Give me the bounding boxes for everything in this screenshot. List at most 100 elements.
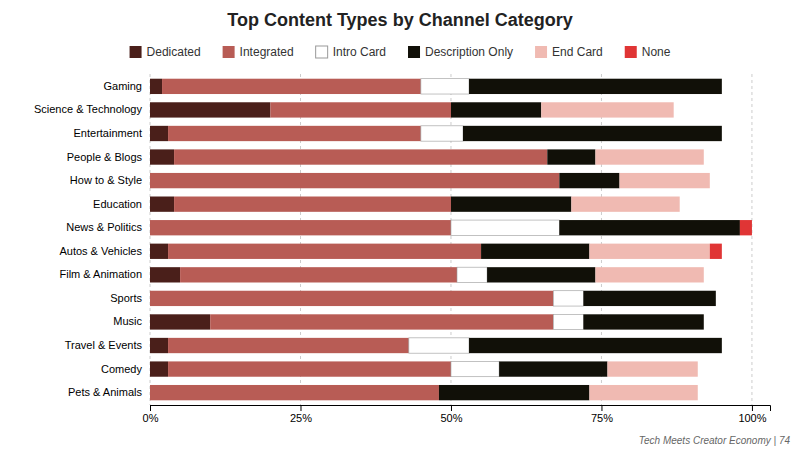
x-tick: 75% xyxy=(591,405,613,424)
bar xyxy=(210,314,553,329)
annotation: Tech Meets Creator Economy | 74 xyxy=(639,435,791,446)
tick-label: News & Politics xyxy=(66,221,142,233)
bar xyxy=(481,244,589,259)
series xyxy=(710,220,752,259)
bar xyxy=(709,173,710,188)
bar xyxy=(150,220,451,235)
bar xyxy=(150,314,210,329)
bar xyxy=(553,291,583,306)
y-tick: Science & Technology xyxy=(34,103,143,115)
bars xyxy=(150,79,752,401)
bar xyxy=(487,267,595,282)
bar xyxy=(589,385,697,400)
legend-item: Integrated xyxy=(223,45,294,59)
bar xyxy=(553,314,583,329)
tick-label: 100% xyxy=(738,412,766,424)
tick-label: Music xyxy=(113,315,142,327)
bar xyxy=(703,149,704,164)
bar xyxy=(150,102,270,117)
bar xyxy=(463,126,722,141)
bar xyxy=(150,244,168,259)
legend-item: Dedicated xyxy=(130,45,201,59)
bar xyxy=(541,102,673,117)
legend-label: Description Only xyxy=(425,45,513,59)
bar xyxy=(721,126,722,141)
bar xyxy=(150,173,559,188)
bar xyxy=(721,126,722,141)
bar xyxy=(150,197,174,212)
bar xyxy=(710,244,722,259)
legend-swatch xyxy=(535,46,547,58)
y-tick: Autos & Vehicles xyxy=(59,245,142,257)
legend-swatch xyxy=(130,46,142,58)
grid-line xyxy=(150,74,151,405)
legend-item: None xyxy=(625,45,671,59)
tick-mark xyxy=(601,405,602,411)
grid-line xyxy=(450,74,451,405)
y-tick: News & Politics xyxy=(66,221,142,233)
x-tick: 50% xyxy=(440,405,462,424)
bar xyxy=(620,173,710,188)
legend-swatch xyxy=(223,46,235,58)
y-tick: Pets & Animals xyxy=(68,386,142,398)
legend-label: Intro Card xyxy=(333,45,386,59)
bar xyxy=(150,149,174,164)
bar xyxy=(499,361,607,376)
bar xyxy=(607,361,697,376)
tick-mark xyxy=(752,405,753,411)
bar xyxy=(421,79,469,94)
bar xyxy=(721,79,722,94)
y-tick: Music xyxy=(113,315,142,327)
tick-label: 50% xyxy=(440,412,462,424)
bar xyxy=(703,314,704,329)
bar xyxy=(703,267,704,282)
bar xyxy=(150,291,553,306)
bar xyxy=(168,126,421,141)
tick-label: Gaming xyxy=(103,80,142,92)
series xyxy=(409,79,584,377)
y-tick: Sports xyxy=(110,292,142,304)
y-tick: Education xyxy=(93,198,142,210)
grid-line xyxy=(300,74,301,405)
bar xyxy=(559,220,740,235)
bar xyxy=(547,149,595,164)
bar xyxy=(721,338,722,353)
bar xyxy=(583,291,715,306)
x-tick: 0% xyxy=(143,405,159,424)
chart: Top Content Types by Channel Category0%2… xyxy=(0,0,800,450)
legend-swatch xyxy=(625,46,637,58)
bar xyxy=(595,149,703,164)
bar xyxy=(583,314,703,329)
bar xyxy=(715,291,716,306)
x-tick: 25% xyxy=(290,405,312,424)
series xyxy=(541,102,710,400)
bar xyxy=(697,385,698,400)
legend-item: Description Only xyxy=(408,45,513,59)
tick-label: Pets & Animals xyxy=(68,386,142,398)
bar xyxy=(162,79,421,94)
tick-label: How to & Style xyxy=(70,174,142,186)
grid xyxy=(150,74,752,405)
bar xyxy=(168,338,409,353)
grid-line xyxy=(751,74,752,405)
bar xyxy=(721,79,722,94)
legend: Dedicated Integrated Intro Card Description… xyxy=(130,45,671,59)
bar xyxy=(469,79,722,94)
legend-item: End Card xyxy=(535,45,603,59)
bar xyxy=(559,173,619,188)
axis-line xyxy=(151,406,771,412)
tick-label: Comedy xyxy=(101,363,142,375)
bar xyxy=(451,197,571,212)
legend-label: None xyxy=(642,45,671,59)
tick-mark xyxy=(150,405,151,411)
bar xyxy=(270,102,451,117)
tick-label: 0% xyxy=(143,412,159,424)
bar xyxy=(180,267,457,282)
grid-line xyxy=(601,74,602,405)
y-tick: Entertainment xyxy=(74,127,142,139)
y-axis: Gaming Science & Technology Entertainment P… xyxy=(34,80,143,398)
plot-area: 0% 25% 50% 75% 100% Gaming Science & Technolog… xyxy=(34,74,771,424)
bar xyxy=(150,267,180,282)
x-tick: 100% xyxy=(738,405,766,424)
bar xyxy=(174,149,547,164)
